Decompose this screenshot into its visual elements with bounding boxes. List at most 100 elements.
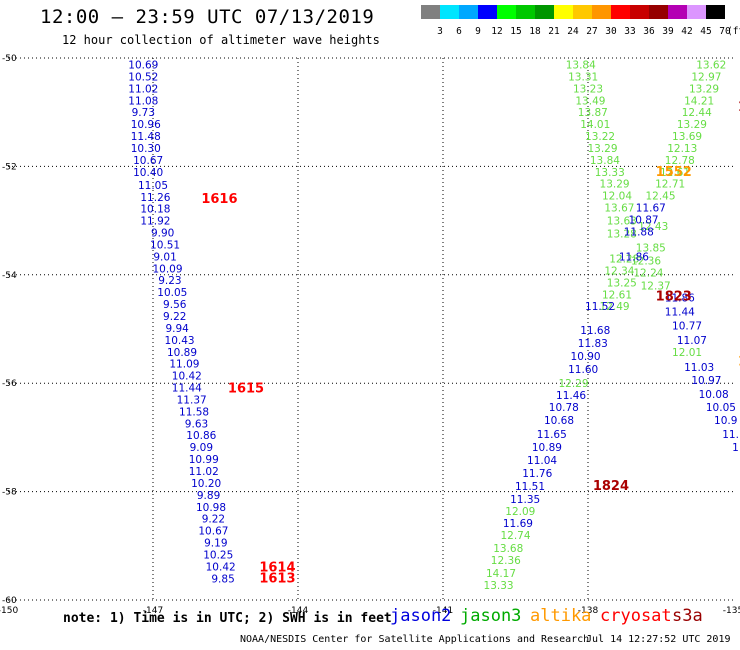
s3a-data-label: 182 xyxy=(738,100,740,115)
footer-timestamp: Jul 14 12:27:52 UTC 2019 xyxy=(586,634,731,645)
jason2-data-label: 10.90 xyxy=(571,351,601,363)
jason2-data-label: 11.08 xyxy=(128,95,158,107)
jason2-data-label: 11.65 xyxy=(537,429,567,441)
cryosat-data-label: 1613 xyxy=(259,571,295,586)
x-tick-label: -135 xyxy=(723,606,740,616)
jason2-data-label: 10.78 xyxy=(549,402,579,414)
colorbar-swatch xyxy=(630,5,649,19)
jason3-data-label: 12.09 xyxy=(505,506,535,518)
jason2-data-label: 10.42 xyxy=(172,371,202,383)
jason3-data-label: 13.25 xyxy=(607,277,637,289)
jason2-data-label: 10.40 xyxy=(133,167,163,179)
x-tick-label: -138 xyxy=(578,606,599,616)
jason2-data-label: 11. xyxy=(722,429,739,441)
jason3-data-label: 12.13 xyxy=(667,143,697,155)
jason3-data-label: 12.29 xyxy=(558,378,588,390)
jason3-data-label: 12.01 xyxy=(672,347,702,359)
jason3-data-label: 13.49 xyxy=(575,95,605,107)
colorbar-swatch xyxy=(478,5,497,19)
colorbar-swatch xyxy=(668,5,687,19)
jason2-data-label: 10.86 xyxy=(186,430,216,442)
jason2-data-label: 10.67 xyxy=(198,526,228,538)
colorbar-swatch xyxy=(554,5,573,19)
colorbar-swatch xyxy=(649,5,668,19)
jason2-data-label: 9.73 xyxy=(132,107,155,119)
jason2-data-label: 10.99 xyxy=(189,454,219,466)
jason3-data-label: 13.62 xyxy=(696,60,726,72)
colorbar-label: 39 xyxy=(662,26,674,37)
footer-credit: NOAA/NESDIS Center for Satellite Applica… xyxy=(240,634,590,645)
jason2-data-label: 11.02 xyxy=(128,83,158,95)
jason3-data-label: 12.78 xyxy=(665,155,695,167)
jason2-data-label: 10.89 xyxy=(167,347,197,359)
colorbar-label: 12 xyxy=(491,26,503,37)
jason2-data-label: 9.89 xyxy=(197,490,220,502)
jason3-data-label: 12.97 xyxy=(691,71,721,83)
jason3-data-label: 12.44 xyxy=(682,107,712,119)
colorbar-swatch xyxy=(440,5,459,19)
jason3-data-label: 13.33 xyxy=(484,580,514,592)
y-tick-label: -54 xyxy=(2,271,17,281)
jason3-data-label: 12.45 xyxy=(645,191,675,203)
cryosat-data-label: 1616 xyxy=(201,192,237,207)
jason2-data-label: 11.03 xyxy=(684,362,714,374)
jason3-data-label: 12.49 xyxy=(600,301,630,313)
jason3-data-label: 13.63 xyxy=(607,216,637,228)
colorbar-label: 9 xyxy=(475,26,481,37)
legend-cryosat: cryosat xyxy=(600,606,672,626)
jason2-data-label: 10.87 xyxy=(629,215,659,227)
jason2-data-label: 11.02 xyxy=(189,466,219,478)
altika-data-label: 1552 xyxy=(656,165,692,180)
jason2-data-label: 10.96 xyxy=(131,119,161,131)
jason2-data-label: 11.44 xyxy=(665,307,695,319)
colorbar-swatch xyxy=(421,5,440,19)
jason2-data-label: 10.08 xyxy=(699,389,729,401)
colorbar-swatch xyxy=(459,5,478,19)
jason3-data-label: 12.36 xyxy=(631,256,661,268)
jason3-data-label: 13.68 xyxy=(493,543,523,555)
jason2-data-label: 9.01 xyxy=(153,251,176,263)
jason2-data-label: 10.05 xyxy=(157,287,187,299)
jason3-data-label: 12.04 xyxy=(602,191,632,203)
jason3-data-label: 13.29 xyxy=(587,143,617,155)
jason2-data-label: 11.09 xyxy=(169,359,199,371)
jason2-data-label: 10.42 xyxy=(206,561,236,573)
jason2-data-label: 9.56 xyxy=(163,299,187,311)
jason3-data-label: 14.17 xyxy=(486,568,516,580)
jason2-data-label: 11.58 xyxy=(179,406,209,418)
jason2-data-label: 9.23 xyxy=(158,275,181,287)
jason2-data-label: 10.98 xyxy=(196,502,226,514)
jason2-data-label: 9.63 xyxy=(185,418,208,430)
jason2-data-label: 11.46 xyxy=(556,390,586,402)
colorbar-label: 42 xyxy=(681,26,693,37)
x-tick-label: -147 xyxy=(143,606,163,616)
colorbar-label: 33 xyxy=(624,26,636,37)
jason2-data-label: 9.19 xyxy=(204,538,227,550)
jason3-data-label: 12.71 xyxy=(655,179,685,191)
jason2-data-label: 10.05 xyxy=(706,402,736,414)
jason2-data-label: 10.9 xyxy=(714,415,737,427)
jason2-data-label: 10.52 xyxy=(128,71,158,83)
jason3-data-label: 12.43 xyxy=(638,221,668,233)
jason2-data-label: 11.52 xyxy=(585,301,615,313)
jason2-data-label: 11.92 xyxy=(140,216,170,228)
jason3-data-label: 12.61 xyxy=(660,167,690,179)
s3a-data-label: 1823 xyxy=(656,289,692,304)
jason2-data-label: 11.07 xyxy=(677,335,707,347)
jason2-data-label: 11.69 xyxy=(503,518,533,530)
y-tick-label: -52 xyxy=(2,162,17,172)
jason2-data-label: 11.86 xyxy=(665,293,695,305)
jason3-data-label: 13.67 xyxy=(604,203,634,215)
jason2-data-label: 10.89 xyxy=(532,442,562,454)
jason2-data-label: 9.09 xyxy=(190,442,213,454)
colorbar-swatch xyxy=(611,5,630,19)
jason3-data-label: 13.33 xyxy=(595,167,625,179)
colorbar-swatch xyxy=(573,5,592,19)
jason2-data-label: 11.76 xyxy=(522,468,552,480)
jason3-data-label: 13.84 xyxy=(590,155,620,167)
jason3-data-label: 13.31 xyxy=(568,71,598,83)
jason2-data-label: 11.44 xyxy=(172,383,202,395)
jason2-data-label: 11.26 xyxy=(140,192,170,204)
colorbar-label: 30 xyxy=(605,26,617,37)
